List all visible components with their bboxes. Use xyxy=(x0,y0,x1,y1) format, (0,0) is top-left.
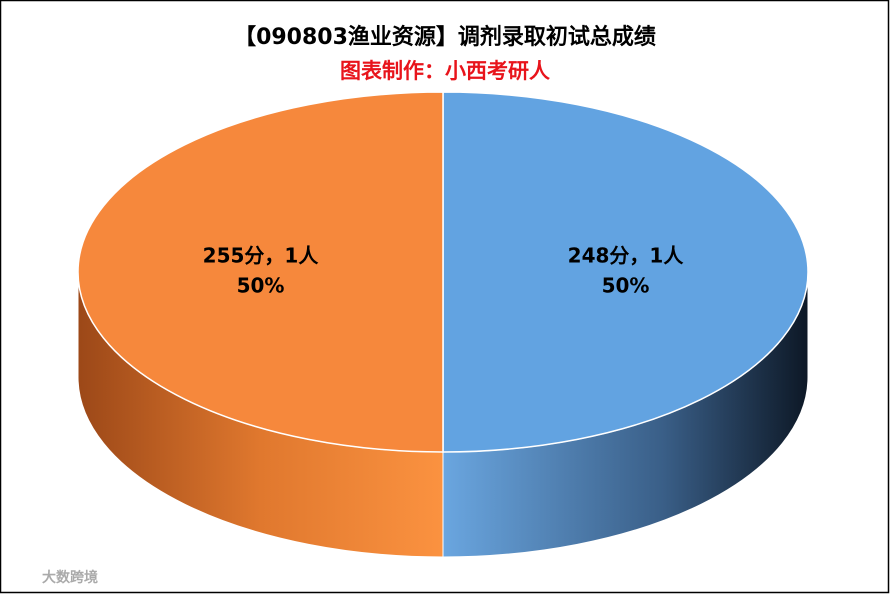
slice xyxy=(77,91,444,453)
slice-label: 255分，1人 xyxy=(203,244,320,268)
slice-label: 248分，1人 xyxy=(568,244,685,268)
watermark: 大数跨境 xyxy=(42,569,98,586)
value-label: 50% xyxy=(602,274,650,298)
chart-subtitle: 图表制作：小西考研人 xyxy=(340,59,550,83)
value-label: 50% xyxy=(237,274,285,298)
chart-title: 【090803渔业资源】调剂录取初试总成绩 xyxy=(234,24,656,50)
slice xyxy=(442,91,809,453)
